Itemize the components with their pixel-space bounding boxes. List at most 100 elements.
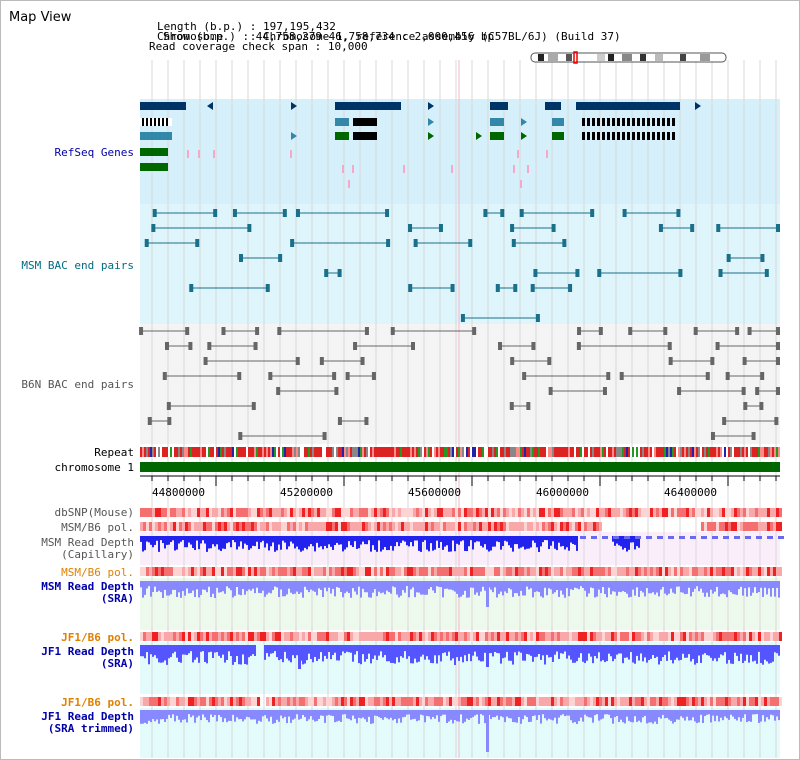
repeat-segment: [738, 447, 740, 457]
polymorphism-cell: [602, 697, 605, 706]
repeat-segment: [432, 447, 434, 457]
depth-bar: [634, 710, 636, 717]
depth-bar: [634, 581, 636, 596]
depth-bar: [602, 536, 608, 539]
ideogram-position-marker: [573, 51, 578, 64]
polymorphism-cell: [695, 508, 698, 517]
depth-bar: [352, 581, 354, 589]
depth-bar: [460, 536, 462, 542]
depth-bar: [432, 710, 434, 717]
repeat-segment: [582, 447, 584, 457]
depth-bar: [440, 645, 442, 662]
track-label-msm-pol-2[interactable]: MSM/B6 pol.: [61, 566, 134, 579]
track-label-b6n-bac[interactable]: B6N BAC end pairs: [21, 378, 134, 391]
depth-bar: [544, 645, 546, 665]
track-label-refseq[interactable]: RefSeq Genes: [54, 146, 134, 159]
track-label-jf1-depth[interactable]: JF1 Read Depth (SRA): [8, 646, 134, 670]
depth-bar: [370, 645, 372, 664]
depth-bar: [146, 581, 148, 589]
depth-bar: [600, 710, 602, 720]
polymorphism-cell: [401, 632, 404, 641]
polymorphism-cell: [338, 522, 341, 531]
polymorphism-cell: [545, 567, 548, 576]
depth-bar: [304, 645, 306, 664]
depth-bar: [772, 645, 774, 662]
depth-bar: [672, 581, 674, 593]
polymorphism-cell: [245, 632, 248, 641]
polymorphism-cell: [710, 697, 713, 706]
polymorphism-cell: [332, 567, 335, 576]
polymorphism-cell: [578, 522, 581, 531]
depth-bar: [186, 536, 188, 548]
depth-bar: [602, 581, 604, 588]
track-label-jf1-depth-trimmed[interactable]: JF1 Read Depth (SRA trimmed): [8, 711, 134, 735]
polymorphism-cell: [578, 508, 581, 517]
depth-bar: [424, 645, 426, 660]
polymorphism-cell: [380, 522, 383, 531]
polymorphism-cell: [626, 632, 629, 641]
polymorphism-cell: [194, 632, 197, 641]
polymorphism-cell: [431, 697, 434, 706]
polymorphism-cell: [293, 632, 296, 641]
depth-bar: [596, 645, 598, 659]
polymorphism-cell: [419, 697, 422, 706]
depth-bar: [216, 710, 218, 722]
track-label-msm-pol[interactable]: MSM/B6 pol.: [61, 521, 134, 534]
polymorphism-cell: [323, 567, 326, 576]
polymorphism-cell: [371, 508, 374, 517]
snp-mark: [342, 165, 344, 173]
repeat-segment: [240, 447, 242, 457]
depth-bar: [600, 645, 602, 662]
polymorphism-cell: [554, 697, 557, 706]
depth-bar: [372, 581, 374, 593]
track-label-jf1-pol-2[interactable]: JF1/B6 pol.: [61, 696, 134, 709]
track-label-msm-depth-capillary[interactable]: MSM Read Depth (Capillary): [8, 537, 134, 561]
depth-bar: [238, 536, 240, 547]
depth-bar: [214, 581, 216, 598]
track-label-msm-depth-sra[interactable]: MSM Read Depth (SRA): [8, 581, 134, 605]
depth-bar: [694, 710, 696, 722]
polymorphism-cell: [470, 508, 473, 517]
repeat-segment: [538, 447, 540, 457]
repeat-segment: [336, 447, 338, 457]
polymorphism-cell: [428, 697, 431, 706]
track-label-msm-bac[interactable]: MSM BAC end pairs: [21, 259, 134, 272]
polymorphism-cell: [614, 508, 617, 517]
polymorphism-cell: [380, 632, 383, 641]
track-label-dbsnp[interactable]: dbSNP(Mouse): [54, 506, 134, 519]
depth-bar: [512, 710, 514, 723]
polymorphism-cell: [158, 567, 161, 576]
depth-bar: [736, 581, 738, 595]
polymorphism-cell: [176, 567, 179, 576]
depth-bar: [564, 536, 566, 550]
depth-bar: [616, 710, 618, 717]
polymorphism-cell: [749, 632, 752, 641]
depth-bar: [618, 645, 620, 654]
polymorphism-cell: [632, 567, 635, 576]
depth-bar: [408, 581, 410, 598]
polymorphism-cell: [722, 567, 725, 576]
depth-bar: [552, 536, 554, 542]
depth-bar: [582, 581, 584, 589]
polymorphism-cell: [773, 632, 776, 641]
gene-feature: [335, 118, 349, 126]
polymorphism-cell: [368, 632, 371, 641]
depth-bar: [166, 645, 168, 665]
polymorphism-cell: [461, 632, 464, 641]
bac-end: [715, 342, 720, 350]
track-label-chromosome[interactable]: chromosome 1: [54, 461, 134, 474]
polymorphism-cell: [548, 508, 551, 517]
polymorphism-cell: [365, 697, 368, 706]
depth-bar: [424, 536, 426, 541]
polymorphism-cell: [326, 697, 329, 706]
polymorphism-cell: [467, 522, 470, 531]
track-label-repeat[interactable]: Repeat: [94, 446, 134, 459]
track-label-jf1-pol[interactable]: JF1/B6 pol.: [61, 631, 134, 644]
depth-bar: [532, 581, 534, 598]
depth-bar: [210, 710, 212, 715]
depth-bar: [718, 710, 720, 722]
polymorphism-cell: [665, 697, 668, 706]
depth-bar: [726, 645, 728, 664]
depth-bar: [332, 536, 334, 550]
